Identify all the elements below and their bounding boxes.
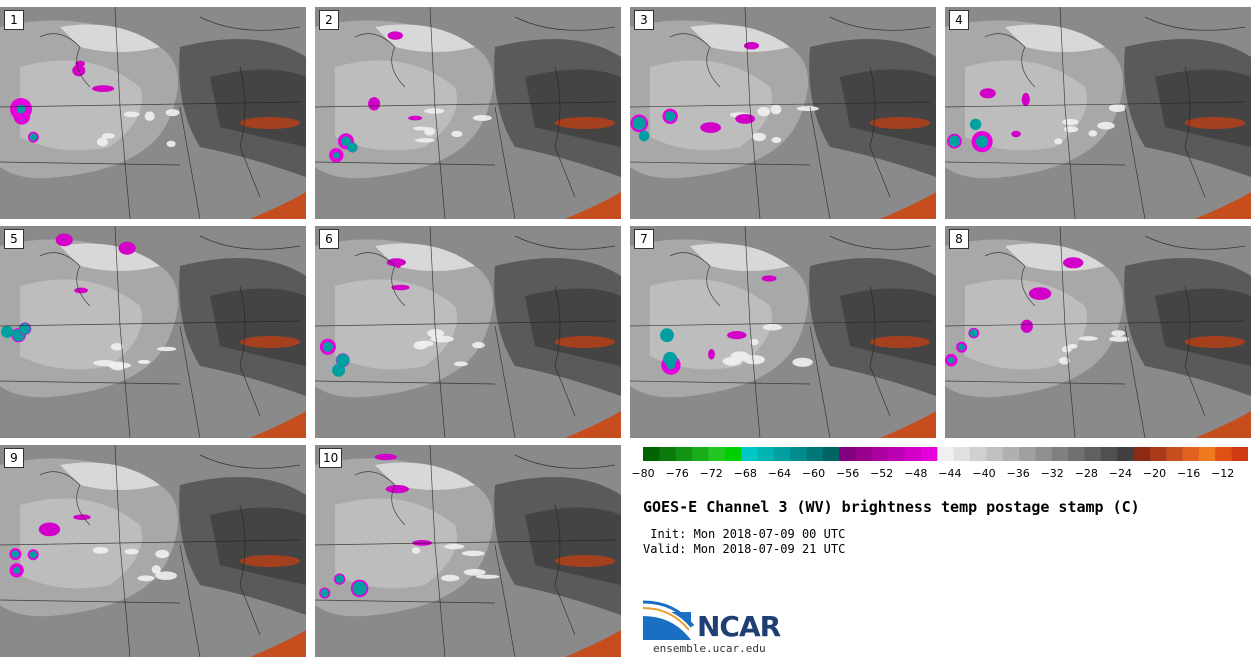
valid-time: Valid: Mon 2018-07-09 21 UTC — [643, 542, 846, 556]
colorbar-segment — [1019, 447, 1036, 461]
colorbar-segment — [1133, 447, 1151, 461]
colorbar-tick-label: −16 — [1176, 467, 1201, 480]
init-time: Init: Mon 2018-07-09 00 UTC — [643, 527, 846, 541]
colorbar-segment — [659, 447, 677, 461]
colorbar-tick-label: −56 — [835, 467, 860, 480]
colorbar-segment — [855, 447, 873, 461]
colorbar-segment — [1149, 447, 1167, 461]
panel-label: 2 — [319, 10, 339, 30]
stamp-panel-4: 4 — [945, 7, 1251, 219]
ncar-logo-text: NCAR — [697, 610, 781, 643]
figure-title: GOES-E Channel 3 (WV) brightness temp po… — [643, 498, 1140, 516]
stamp-panel-3: 3 — [630, 7, 936, 219]
stamp-panel-6: 6 — [315, 226, 621, 438]
stamp-panel-10: 10 — [315, 445, 621, 657]
colorbar-segment — [1215, 447, 1233, 461]
colorbar-segment — [1084, 447, 1102, 461]
colorbar-tick-label: −36 — [1006, 467, 1030, 480]
panel-label: 1 — [4, 10, 24, 30]
colorbar-segment — [1182, 447, 1200, 461]
colorbar-tick-label: −32 — [1040, 467, 1064, 480]
stamp-panel-1: 1 — [0, 7, 306, 219]
colorbar-segment — [1198, 447, 1216, 461]
colorbar-segment — [1100, 447, 1118, 461]
stamp-panel-2: 2 — [315, 7, 621, 219]
colorbar-segment — [1068, 447, 1085, 461]
colorbar-tick-label: −20 — [1142, 467, 1167, 480]
panel-label: 6 — [319, 229, 339, 249]
colorbar-segment — [708, 447, 726, 461]
colorbar-segment — [724, 447, 742, 461]
colorbar-segment — [790, 447, 808, 461]
colorbar-segment — [986, 447, 1004, 461]
colorbar-segment — [741, 447, 758, 461]
stamp-panel-7: 7 — [630, 226, 936, 438]
colorbar-tick-label: −28 — [1074, 467, 1098, 480]
logo-url: ensemble.ucar.edu — [653, 642, 766, 655]
colorbar — [643, 447, 1248, 461]
colorbar-segment — [1231, 447, 1248, 461]
colorbar-segment — [953, 447, 971, 461]
colorbar-tick-label: −52 — [870, 467, 894, 480]
colorbar-segment — [643, 447, 660, 461]
colorbar-segment — [806, 447, 824, 461]
panel-label: 10 — [319, 448, 343, 468]
stamp-panel-9: 9 — [0, 445, 306, 657]
colorbar-tick-label: −40 — [972, 467, 996, 480]
ncar-logo-icon — [643, 600, 695, 640]
colorbar-segment — [692, 447, 709, 461]
colorbar-tick-label: −72 — [699, 467, 723, 480]
colorbar-segment — [888, 447, 906, 461]
colorbar-tick-label: −24 — [1108, 467, 1132, 480]
colorbar-segment — [920, 447, 938, 461]
stamp-panel-8: 8 — [945, 226, 1251, 438]
colorbar-segment — [1166, 447, 1184, 461]
colorbar-tick-label: −64 — [767, 467, 791, 480]
colorbar-segment — [1051, 447, 1069, 461]
colorbar-segment — [675, 447, 693, 461]
colorbar-tick-label: −68 — [733, 467, 757, 480]
colorbar-segment — [970, 447, 987, 461]
colorbar-segment — [839, 447, 857, 461]
panel-label: 8 — [949, 229, 969, 249]
colorbar-tick-label: −76 — [665, 467, 689, 480]
colorbar-tick-label: −80 — [631, 467, 655, 480]
colorbar-segment — [904, 447, 922, 461]
colorbar-tick-label: −60 — [801, 467, 826, 480]
colorbar-tick-label: −48 — [904, 467, 928, 480]
colorbar-segment — [1002, 447, 1020, 461]
colorbar-segment — [1117, 447, 1135, 461]
colorbar-segment — [822, 447, 840, 461]
panel-label: 5 — [4, 229, 24, 249]
stamp-panel-5: 5 — [0, 226, 306, 438]
colorbar-segment — [1035, 447, 1053, 461]
colorbar-segment — [871, 447, 889, 461]
colorbar-segment — [937, 447, 955, 461]
panel-label: 4 — [949, 10, 969, 30]
colorbar-segment — [757, 447, 775, 461]
panel-label: 7 — [634, 229, 654, 249]
colorbar-tick-label: −12 — [1211, 467, 1235, 480]
panel-label: 9 — [4, 448, 24, 468]
colorbar-tick-label: −44 — [938, 467, 962, 480]
panel-label: 3 — [634, 10, 654, 30]
colorbar-segment — [773, 447, 791, 461]
